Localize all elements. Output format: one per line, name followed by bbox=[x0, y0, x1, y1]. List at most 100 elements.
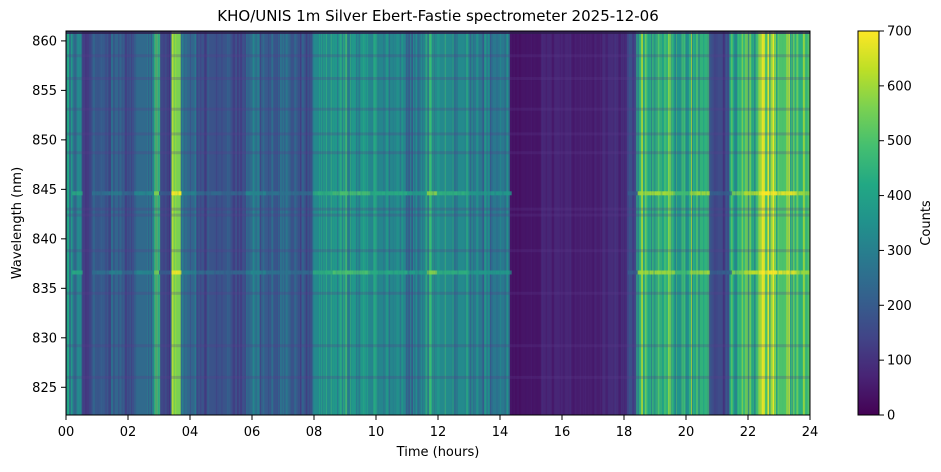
emission-spot bbox=[124, 270, 128, 275]
spectrogram-streak bbox=[750, 31, 752, 415]
spectrogram-streak bbox=[490, 31, 493, 415]
emission-spot bbox=[260, 191, 264, 196]
emission-spot bbox=[295, 191, 299, 196]
emission-spot bbox=[682, 191, 686, 196]
spectrogram-streak bbox=[271, 31, 273, 415]
emission-spot bbox=[322, 270, 326, 275]
emission-spot bbox=[744, 270, 748, 275]
emission-spot bbox=[751, 191, 755, 196]
emission-spot bbox=[508, 270, 512, 275]
emission-spot bbox=[374, 191, 378, 196]
spectrogram-streak bbox=[118, 31, 120, 415]
emission-spot bbox=[253, 191, 257, 196]
emission-spot bbox=[364, 270, 368, 275]
emission-spot bbox=[759, 191, 763, 196]
emission-spot bbox=[265, 270, 269, 275]
emission-spot bbox=[307, 270, 311, 275]
spectrogram-streak bbox=[470, 31, 472, 415]
y-tick-label: 855 bbox=[32, 84, 57, 99]
emission-spot bbox=[771, 191, 775, 196]
emission-spot bbox=[801, 270, 805, 275]
emission-spot bbox=[429, 191, 433, 196]
emission-spot bbox=[300, 191, 304, 196]
spectrogram-streak bbox=[69, 31, 72, 415]
emission-spot bbox=[635, 270, 639, 275]
spectrogram-streak bbox=[444, 31, 446, 415]
emission-spot bbox=[119, 270, 123, 275]
spectrogram-streak bbox=[112, 31, 115, 415]
spectrogram-streak bbox=[269, 31, 271, 415]
emission-spot bbox=[302, 191, 306, 196]
wavelength-band bbox=[66, 151, 810, 155]
plot-area bbox=[66, 31, 810, 415]
emission-spot bbox=[178, 191, 182, 196]
spectrogram-streak bbox=[654, 31, 657, 415]
spectrogram-streak bbox=[306, 31, 308, 415]
emission-spot bbox=[372, 191, 376, 196]
emission-spot bbox=[699, 191, 703, 196]
spectrogram-streaks bbox=[66, 31, 810, 415]
emission-spot bbox=[632, 191, 636, 196]
emission-spot bbox=[173, 270, 177, 275]
spectrogram-streak bbox=[321, 31, 323, 415]
spectrogram-streak bbox=[398, 31, 400, 415]
emission-spot bbox=[250, 270, 254, 275]
emission-spot bbox=[325, 191, 329, 196]
spectrogram-streak bbox=[526, 31, 529, 415]
emission-spot bbox=[399, 191, 403, 196]
y-tick-label: 840 bbox=[32, 232, 57, 247]
emission-spot bbox=[280, 270, 284, 275]
emission-spot bbox=[503, 270, 507, 275]
emission-spot bbox=[79, 191, 83, 196]
spectrogram-streak bbox=[552, 31, 554, 415]
spectrogram-streak bbox=[336, 31, 339, 415]
spectrogram-streak bbox=[737, 31, 740, 415]
x-tick-label: 02 bbox=[120, 425, 137, 440]
spectrogram-column bbox=[509, 31, 541, 415]
emission-spot bbox=[218, 270, 222, 275]
emission-spot bbox=[181, 191, 185, 196]
spectrogram-streak bbox=[152, 31, 154, 415]
spectrogram-streak bbox=[332, 31, 334, 415]
spectrogram-streak bbox=[641, 31, 643, 415]
spectrogram-streak bbox=[724, 31, 726, 415]
spectrogram-streak bbox=[196, 31, 199, 415]
emission-spot bbox=[793, 191, 797, 196]
spectrogram-streak bbox=[268, 31, 269, 415]
spectrogram-streak bbox=[774, 31, 776, 415]
emission-spot bbox=[731, 191, 735, 196]
spectrogram-streak bbox=[70, 31, 72, 415]
emission-spot bbox=[384, 191, 388, 196]
emission-spot bbox=[781, 270, 785, 275]
emission-spot bbox=[139, 191, 143, 196]
emission-spot bbox=[496, 270, 500, 275]
emission-spot bbox=[335, 270, 339, 275]
spectrogram-streak bbox=[339, 31, 341, 415]
spectrogram-streak bbox=[427, 31, 430, 415]
spectrogram-streak bbox=[367, 31, 370, 415]
spectrogram-streak bbox=[157, 31, 159, 415]
emission-spot bbox=[783, 270, 787, 275]
emission-spot bbox=[702, 270, 706, 275]
y-axis: 825 830 835 840 845 850 855 860 bbox=[32, 34, 66, 396]
spectrogram-streak bbox=[226, 31, 229, 415]
emission-spot bbox=[655, 191, 658, 196]
emission-spot bbox=[459, 270, 463, 275]
emission-spot bbox=[776, 270, 780, 275]
spectrogram-streak bbox=[308, 31, 310, 415]
spectrogram-streak bbox=[377, 31, 379, 415]
emission-spot bbox=[310, 191, 314, 196]
emission-spot bbox=[377, 270, 381, 275]
spectrogram-streak bbox=[173, 31, 176, 415]
spectrogram-streak bbox=[131, 31, 134, 415]
emission-spot bbox=[652, 191, 656, 196]
emission-spot bbox=[263, 191, 267, 196]
emission-spot bbox=[191, 270, 195, 275]
emission-spot bbox=[694, 270, 698, 275]
spectrogram-streak bbox=[127, 31, 128, 415]
spectrogram-streak bbox=[691, 31, 693, 415]
spectrogram-streak bbox=[557, 31, 559, 415]
spectrogram-streak bbox=[675, 31, 677, 415]
emission-spot bbox=[141, 191, 145, 196]
emission-spot bbox=[756, 270, 760, 275]
